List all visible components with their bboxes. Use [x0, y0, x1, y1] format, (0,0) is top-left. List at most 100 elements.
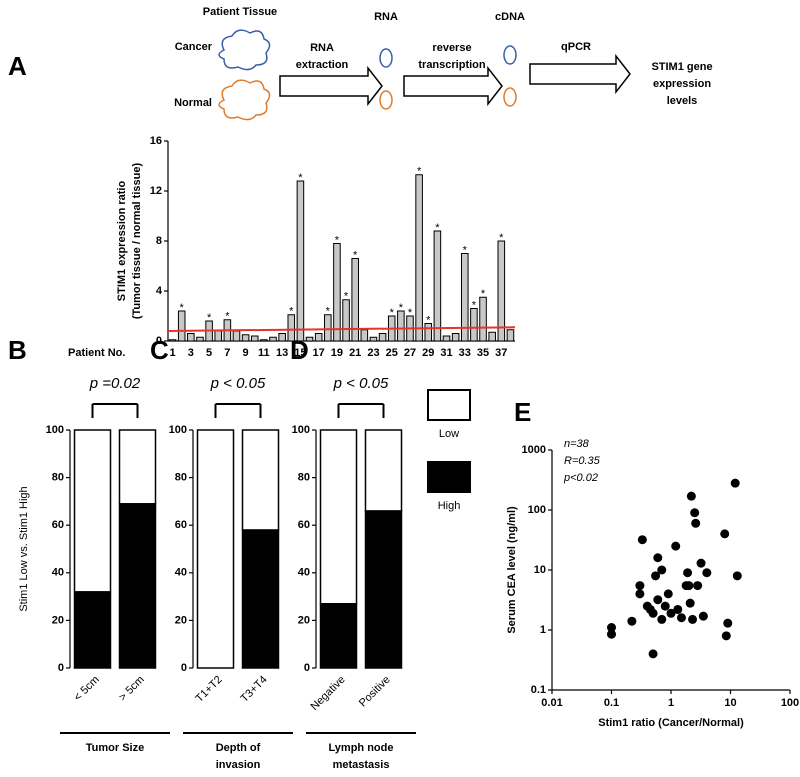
bar — [250, 335, 259, 342]
point — [732, 571, 742, 581]
point — [686, 491, 696, 501]
bar — [433, 230, 442, 342]
bar — [232, 330, 241, 342]
bar — [488, 331, 496, 342]
x-axis-label: Patient No. — [68, 347, 125, 359]
bar-segment — [118, 429, 157, 505]
x-tick-label: 31 — [440, 347, 452, 359]
x-tick-label: T3+T4 — [238, 674, 269, 705]
point — [676, 613, 686, 623]
group-label: metastasis — [333, 759, 390, 771]
y-tick-label: 80 — [175, 472, 187, 484]
group-label: Tumor Size — [86, 742, 144, 754]
point — [671, 541, 681, 551]
y-tick-label: 0 — [58, 662, 64, 674]
y-tick-label: 40 — [298, 567, 310, 579]
bar — [187, 333, 195, 342]
y-axis-label: Stim1 Low vs. Stim1 High — [18, 486, 30, 611]
y-tick-label: 10 — [534, 564, 546, 576]
arrow — [403, 65, 503, 107]
y-tick-label: 100 — [528, 504, 546, 516]
point — [696, 558, 706, 568]
bar — [296, 180, 305, 342]
x-tick-label: 29 — [422, 347, 434, 359]
asterisk: * — [289, 306, 294, 318]
bar — [241, 334, 250, 342]
x-tick-label: 27 — [404, 347, 416, 359]
x-tick-label: > 5cm — [117, 674, 147, 704]
point — [607, 629, 616, 639]
asterisk: * — [344, 291, 349, 303]
bar — [305, 336, 314, 342]
y-tick-label: 12 — [150, 185, 162, 197]
asterisk: * — [481, 288, 486, 300]
bar — [451, 333, 460, 342]
point — [723, 618, 733, 628]
point — [607, 623, 616, 633]
point — [684, 581, 694, 591]
bar — [196, 336, 204, 342]
point — [666, 608, 676, 618]
legend-swatch — [427, 389, 471, 421]
diagram-text: RNA — [310, 42, 334, 54]
asterisk: * — [390, 307, 395, 319]
p-value: p < 0.05 — [210, 375, 266, 392]
point — [657, 614, 667, 624]
point — [660, 601, 670, 611]
asterisk: * — [417, 166, 422, 178]
point — [685, 598, 695, 608]
bar — [397, 310, 405, 342]
x-tick-label: 15 — [294, 347, 306, 359]
y-tick-label: 20 — [52, 614, 64, 626]
x-tick-label: Negative — [308, 674, 347, 713]
x-tick-label: 1 — [170, 347, 176, 359]
group-label: invasion — [216, 759, 261, 771]
point — [721, 631, 731, 641]
bar — [479, 296, 487, 342]
y-tick-label: 60 — [52, 519, 64, 531]
annotation: p<0.02 — [563, 472, 598, 484]
y-tick-label: 20 — [175, 614, 187, 626]
group-label: Depth of — [216, 742, 261, 754]
point — [657, 565, 667, 575]
bar — [424, 323, 433, 342]
bar — [260, 339, 268, 342]
p-value: p < 0.05 — [333, 375, 389, 392]
bar — [360, 329, 369, 342]
asterisk: * — [472, 299, 477, 311]
bar — [269, 336, 277, 342]
point — [720, 529, 730, 539]
diagram-text: Normal — [174, 97, 212, 109]
bar-segment — [364, 429, 403, 512]
point — [688, 614, 698, 624]
legend-swatch — [427, 461, 471, 493]
asterisk: * — [326, 306, 331, 318]
x-tick-label: 23 — [367, 347, 379, 359]
x-tick-label: Positive — [357, 674, 393, 710]
diagram-text: transcription — [418, 59, 486, 71]
y-tick-label: 80 — [298, 472, 310, 484]
panel-letter: B — [8, 335, 27, 365]
diagram-text: levels — [667, 95, 698, 107]
panel-letters: A B C D E — [8, 51, 531, 427]
point — [693, 581, 703, 591]
point — [627, 616, 637, 626]
x-tick-label: 9 — [243, 347, 249, 359]
x-tick-label: 13 — [276, 347, 288, 359]
x-tick-label: 100 — [781, 697, 799, 709]
y-tick-label: 8 — [156, 235, 162, 247]
annotation: R=0.35 — [564, 455, 601, 467]
asterisk: * — [207, 312, 212, 324]
bar-segment — [319, 429, 358, 605]
y-axis-label: STIM1 expression ratio — [116, 181, 128, 302]
cdna-cancer — [503, 45, 517, 65]
bar-segment — [319, 602, 358, 669]
point — [673, 604, 683, 614]
x-tick-label: < 5cm — [72, 674, 102, 704]
point — [663, 589, 673, 599]
arrow — [279, 65, 383, 107]
diagram-text: expression — [653, 78, 711, 90]
bar — [442, 335, 451, 342]
bar — [324, 314, 332, 342]
